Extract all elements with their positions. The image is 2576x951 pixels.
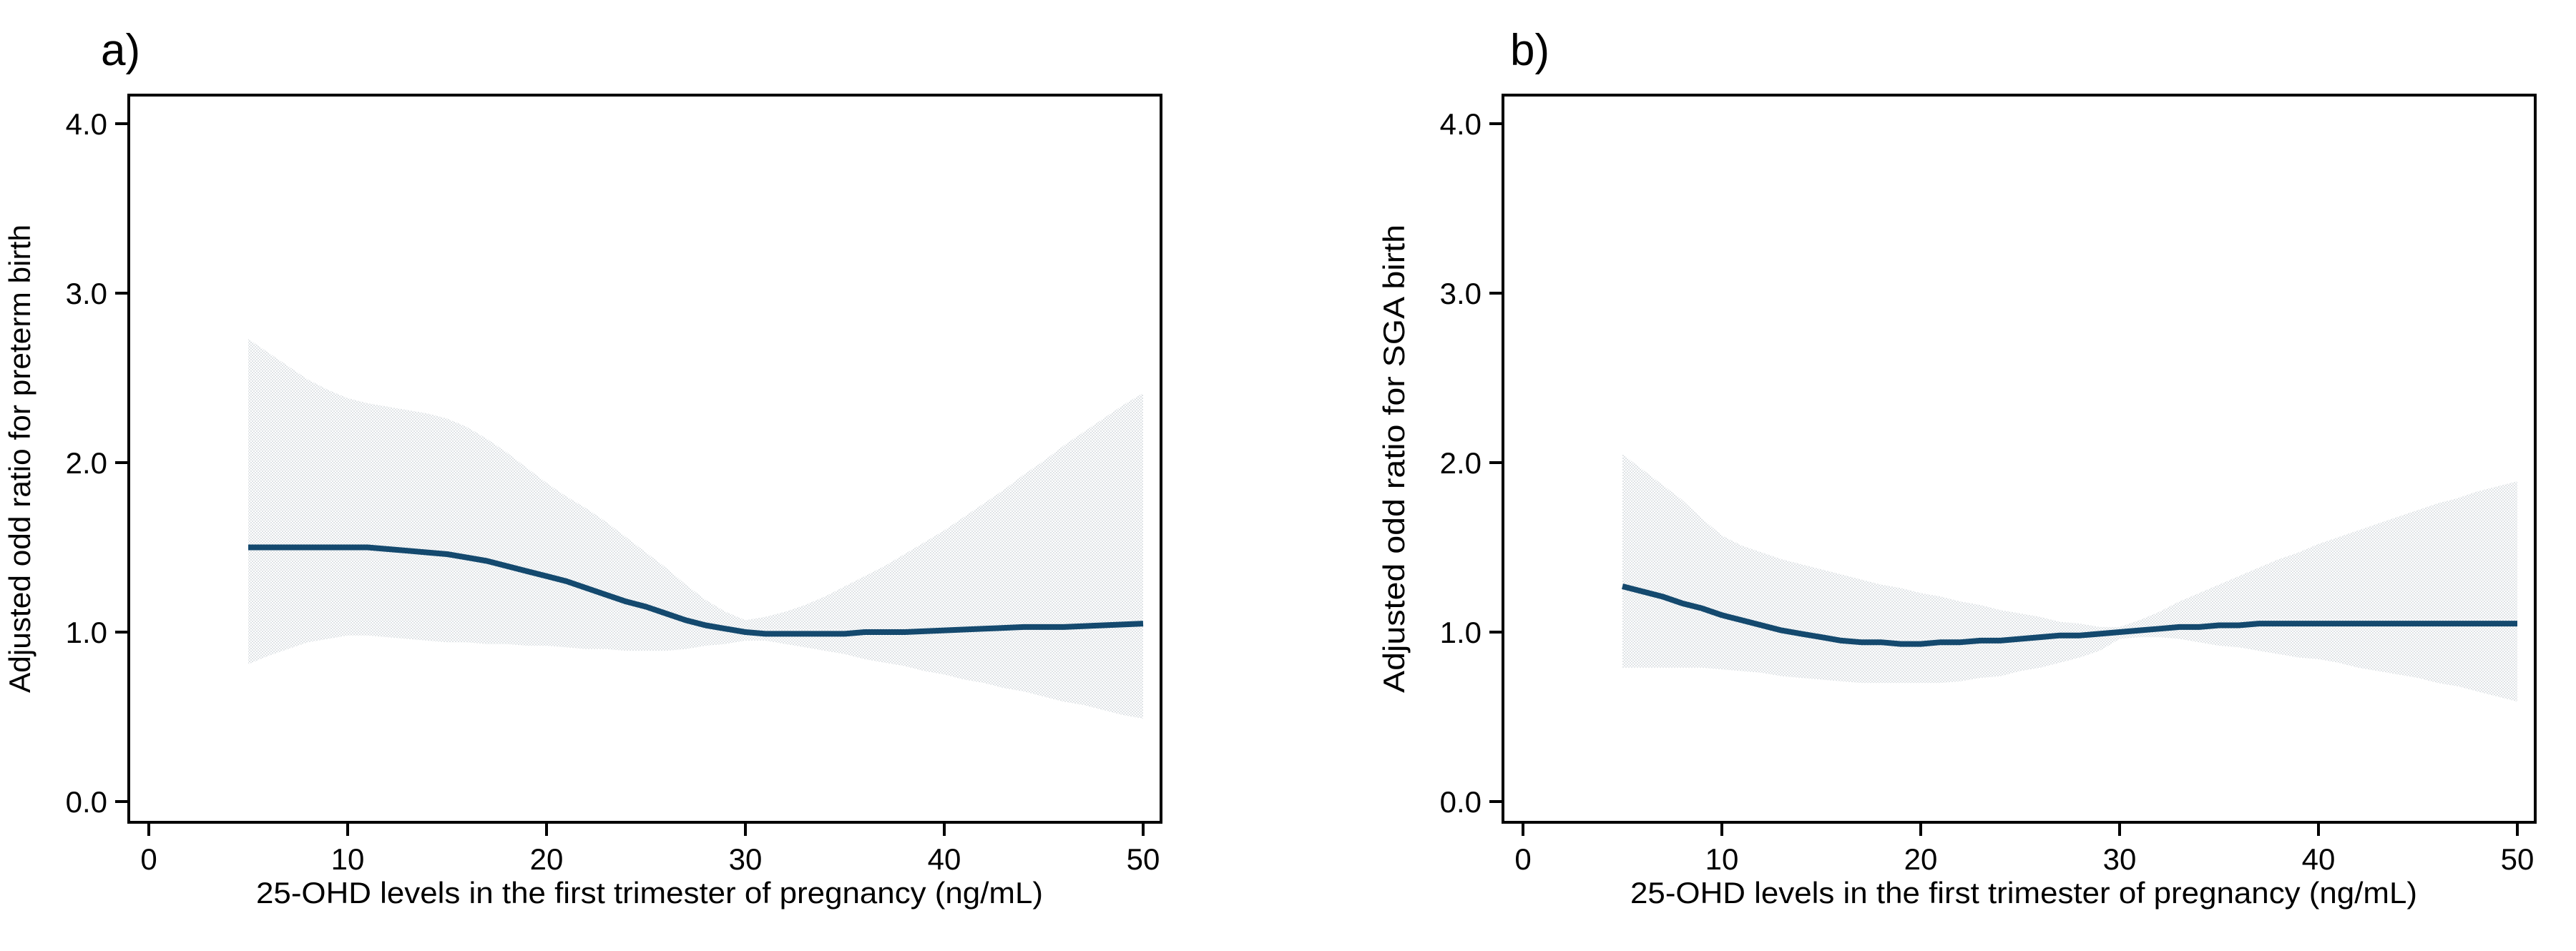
odds-ratio-line — [1622, 583, 2517, 647]
odds-ratio-line — [248, 544, 1144, 637]
panel-b: 0 10 20 30 40 50 0.0 1.0 2.0 3.0 4.0 25-OHD levels … — [1377, 94, 2537, 910]
plot-frame — [1502, 94, 2537, 824]
x-tick-label: 40 — [2302, 842, 2336, 876]
y-axis-title: Adjusted odd ratio for SGA birth — [1377, 225, 1411, 693]
confidence-band — [1622, 454, 2517, 702]
x-tick-label: 10 — [331, 842, 365, 876]
y-tick-label: 3.0 — [66, 277, 107, 310]
panel-a: 0 10 20 30 40 50 0.0 1.0 2.0 3.0 4.0 25-OHD levels … — [3, 94, 1162, 910]
y-tick-label: 2.0 — [66, 446, 107, 480]
y-tick-label: 4.0 — [1440, 107, 1482, 141]
x-tick-label: 0 — [140, 842, 157, 876]
panel-a-label: a) — [101, 26, 141, 75]
x-axis-title: 25-OHD levels in the first trimester of … — [256, 876, 1043, 910]
y-tick-label: 1.0 — [1440, 616, 1482, 649]
x-tick-label: 20 — [530, 842, 564, 876]
confidence-band — [248, 339, 1143, 719]
x-tick-label: 50 — [1127, 842, 1160, 876]
plot-frame — [127, 94, 1162, 824]
x-tick-label: 10 — [1705, 842, 1739, 876]
x-tick-label: 20 — [1904, 842, 1938, 876]
x-axis-title: 25-OHD levels in the first trimester of … — [1630, 876, 2417, 910]
y-tick-label: 1.0 — [66, 616, 107, 649]
x-tick-label: 30 — [729, 842, 763, 876]
y-tick-label: 0.0 — [1440, 785, 1482, 819]
y-tick-label: 0.0 — [66, 785, 107, 819]
x-tick-label: 0 — [1514, 842, 1531, 876]
y-axis-title: Adjusted odd ratio for preterm birth — [3, 225, 36, 693]
x-tick-label: 30 — [2103, 842, 2137, 876]
y-tick-label: 3.0 — [1440, 277, 1482, 310]
y-tick-label: 4.0 — [66, 107, 107, 141]
panel-b-label: b) — [1510, 26, 1550, 75]
y-tick-label: 2.0 — [1440, 446, 1482, 480]
x-tick-label: 40 — [928, 842, 961, 876]
x-tick-label: 50 — [2501, 842, 2535, 876]
